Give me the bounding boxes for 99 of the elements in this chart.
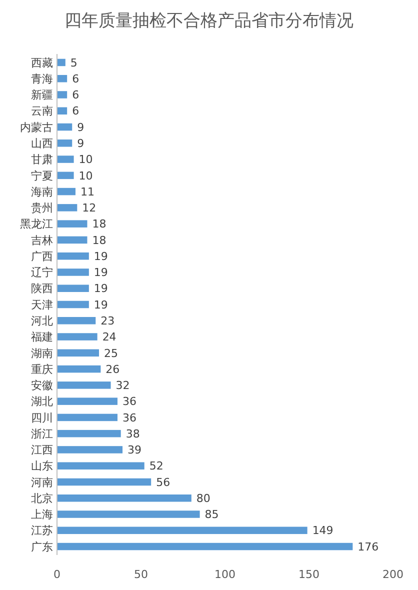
- bar: [57, 58, 66, 66]
- y-tick-label: 西藏: [31, 56, 53, 70]
- data-label: 9: [77, 136, 84, 150]
- data-label: 52: [149, 460, 164, 473]
- y-tick-label: 河南: [31, 476, 53, 489]
- bar: [57, 188, 76, 196]
- y-tick-label: 浙江: [31, 427, 53, 440]
- data-label: 56: [156, 476, 170, 489]
- y-tick-label: 湖南: [31, 346, 53, 360]
- y-tick-label: 湖北: [31, 395, 53, 408]
- bar: [57, 91, 68, 98]
- data-label: 10: [78, 169, 93, 182]
- bar: [57, 236, 88, 244]
- bar: [57, 414, 118, 422]
- data-label: 12: [82, 202, 96, 215]
- data-label: 18: [92, 218, 106, 231]
- y-tick-label: 重庆: [31, 362, 53, 376]
- y-tick-label: 上海: [31, 508, 53, 522]
- y-tick-label: 吉林: [31, 234, 53, 247]
- bar: [57, 204, 78, 212]
- y-tick-label: 新疆: [31, 88, 53, 102]
- data-label: 6: [72, 72, 80, 86]
- y-tick-label: 山西: [31, 136, 53, 150]
- data-label: 6: [72, 104, 80, 118]
- chart-title: 四年质量抽检不合格产品省市分布情况: [64, 11, 354, 31]
- data-label: 19: [94, 266, 108, 280]
- bar: [57, 317, 96, 324]
- y-tick-label: 甘肃: [31, 153, 53, 166]
- y-tick-label: 安徽: [31, 379, 53, 392]
- data-label: 80: [196, 492, 210, 505]
- y-tick-label: 北京: [31, 492, 53, 505]
- y-tick-label: 内蒙古: [20, 120, 53, 134]
- y-tick-label: 青海: [31, 72, 53, 86]
- data-label: 85: [204, 508, 219, 522]
- y-tick-label: 山东: [31, 460, 53, 473]
- bar: [57, 510, 200, 518]
- bar: [57, 526, 308, 534]
- bar: [57, 107, 68, 115]
- data-label: 176: [358, 540, 379, 554]
- data-label: 25: [104, 346, 118, 360]
- bar: [57, 349, 99, 357]
- data-label: 9: [77, 120, 84, 134]
- data-label: 24: [102, 330, 116, 344]
- y-tick-label: 海南: [31, 185, 53, 198]
- bar: [57, 542, 353, 550]
- y-tick-label: 四川: [31, 411, 53, 424]
- data-label: 36: [122, 411, 136, 424]
- y-tick-label: 黑龙江: [20, 218, 53, 231]
- y-tick-label: 福建: [31, 330, 53, 344]
- bar: [57, 172, 74, 180]
- bar: [57, 430, 121, 438]
- data-label: 23: [100, 314, 115, 328]
- x-tick-label: 100: [214, 568, 236, 581]
- data-label: 149: [312, 524, 334, 538]
- bar: [57, 478, 152, 486]
- data-label: 26: [106, 362, 120, 376]
- bar: [57, 462, 144, 470]
- bar: [57, 220, 88, 228]
- data-label: 18: [92, 234, 106, 247]
- data-label: 39: [128, 444, 142, 457]
- y-tick-label: 广西: [31, 250, 53, 263]
- y-tick-label: 陕西: [31, 282, 53, 296]
- bar: [57, 398, 118, 405]
- bar: [57, 284, 89, 292]
- bar: [57, 333, 98, 340]
- bar: [57, 156, 74, 163]
- y-tick-label: 贵州: [31, 202, 53, 215]
- y-tick-label: 江西: [31, 444, 53, 457]
- bar: [57, 74, 68, 82]
- x-tick-label: 0: [54, 568, 60, 581]
- bar: [57, 300, 89, 308]
- bar: [57, 382, 111, 389]
- data-label: 10: [78, 153, 93, 166]
- y-tick-label: 云南: [31, 104, 53, 118]
- y-tick-label: 河北: [31, 314, 53, 328]
- y-tick-label: 宁夏: [31, 169, 53, 182]
- data-label: 38: [126, 427, 140, 440]
- data-label: 36: [122, 395, 136, 408]
- data-label: 19: [94, 298, 108, 312]
- x-tick-label: 150: [298, 568, 320, 581]
- bar: [57, 123, 72, 131]
- bar: [57, 494, 192, 502]
- bar: [57, 268, 89, 276]
- bar: [57, 252, 89, 260]
- x-tick-label: 50: [134, 568, 148, 581]
- bar: [57, 365, 101, 373]
- x-tick-label: 200: [382, 568, 404, 581]
- y-tick-label: 天津: [31, 298, 53, 312]
- data-label: 11: [80, 185, 94, 198]
- bar: [57, 140, 72, 147]
- y-tick-label: 辽宁: [31, 266, 53, 280]
- data-label: 6: [72, 88, 80, 102]
- y-tick-label: 江苏: [31, 524, 53, 538]
- data-label: 19: [94, 282, 108, 296]
- data-label: 5: [70, 56, 78, 70]
- y-tick-label: 广东: [31, 540, 53, 554]
- bar: [57, 446, 123, 454]
- data-label: 19: [94, 250, 108, 263]
- data-label: 32: [116, 379, 130, 392]
